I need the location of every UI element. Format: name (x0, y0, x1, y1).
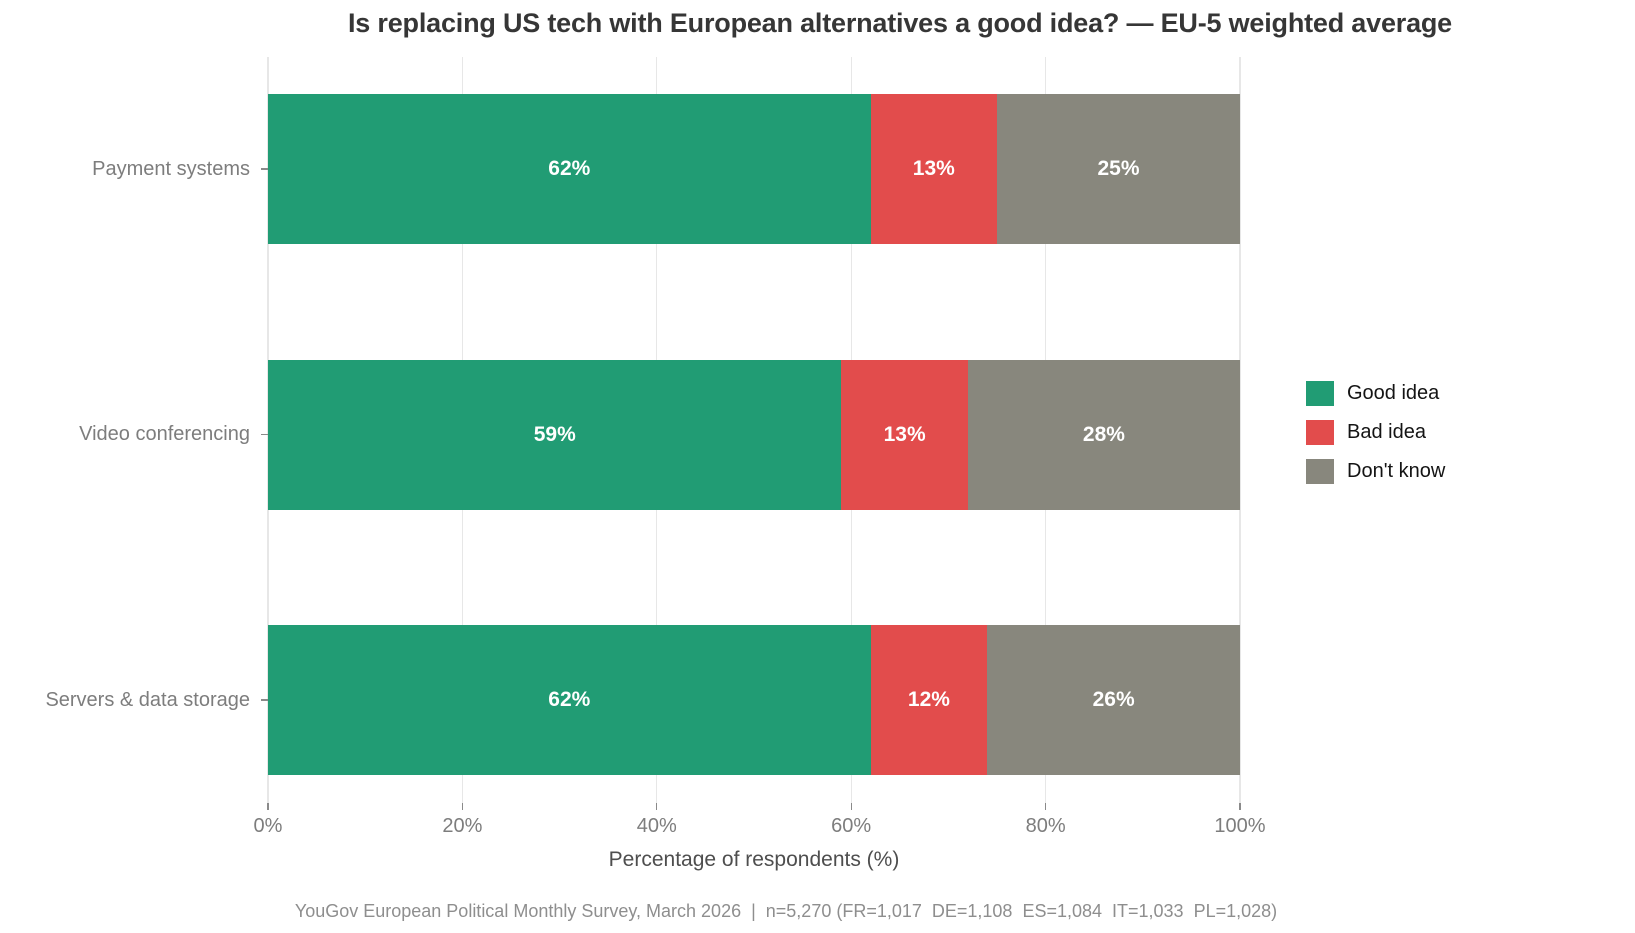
x-axis-tick (1044, 803, 1047, 810)
chart-title: Is replacing US tech with European alter… (348, 8, 1452, 38)
bar-value-label: 26% (1092, 688, 1135, 711)
bar-value-label: 59% (533, 422, 576, 446)
legend-item: Good idea (1306, 381, 1445, 406)
bar-value-label: 25% (1097, 157, 1140, 180)
bar-value-label: 13% (883, 422, 926, 446)
bar-segment-bad-idea: 13% (841, 359, 968, 510)
x-axis-label: Percentage of respondents (%) (608, 848, 900, 871)
x-tick-label: 20% (442, 815, 483, 837)
bar-segment-bad-idea: 12% (870, 625, 988, 775)
source-caption: YouGov European Political Monthly Survey… (294, 901, 1278, 921)
x-axis-tick (1239, 803, 1241, 810)
y-axis-tick (261, 699, 268, 701)
x-tick-label: 0% (253, 815, 283, 837)
y-axis-tick (261, 433, 268, 436)
x-axis-tick (850, 803, 852, 810)
bar-row: 59% 13% 28% (268, 359, 1240, 510)
bar-segment-don-t-know: 25% (997, 94, 1240, 244)
bar-segment-don-t-know: 26% (987, 625, 1240, 775)
bar-row: 62% 12% 26% (268, 625, 1240, 775)
legend-swatch (1306, 420, 1334, 445)
x-tick-label: 60% (831, 815, 872, 837)
legend-swatch (1306, 459, 1334, 484)
bar-segment-don-t-know: 28% (967, 359, 1240, 510)
x-tick-label: 100% (1214, 815, 1266, 837)
legend-swatch (1306, 381, 1334, 406)
category-label: Servers & data storage (45, 688, 250, 711)
y-axis-tick (261, 168, 268, 170)
bar-value-label: 62% (548, 688, 591, 711)
legend-label: Good idea (1347, 382, 1440, 404)
legend: Good idea Bad idea Don't know (1306, 381, 1445, 498)
bar-segment-good-idea: 62% (268, 625, 871, 775)
bar-row: 62% 13% 25% (268, 94, 1240, 244)
x-tick-label: 80% (1025, 815, 1066, 837)
bar-segment-bad-idea: 13% (870, 94, 997, 244)
legend-label: Bad idea (1347, 421, 1426, 443)
bar-segment-good-idea: 62% (268, 94, 871, 244)
legend-item: Bad idea (1306, 420, 1445, 445)
x-tick-label: 40% (636, 815, 677, 837)
x-axis-tick (656, 803, 658, 810)
bar-value-label: 13% (912, 157, 955, 180)
gridline (1239, 57, 1241, 803)
bar-value-label: 12% (907, 688, 950, 711)
category-label: Payment systems (92, 157, 250, 180)
gridline (267, 57, 269, 803)
x-axis-tick (461, 803, 464, 810)
bar-segment-good-idea: 59% (268, 359, 842, 510)
bar-value-label: 28% (1082, 422, 1125, 446)
legend-item: Don't know (1306, 459, 1445, 484)
legend-label: Don't know (1347, 460, 1446, 482)
category-label: Video conferencing (79, 423, 250, 445)
bar-value-label: 62% (548, 157, 591, 180)
x-axis-tick (267, 803, 269, 810)
